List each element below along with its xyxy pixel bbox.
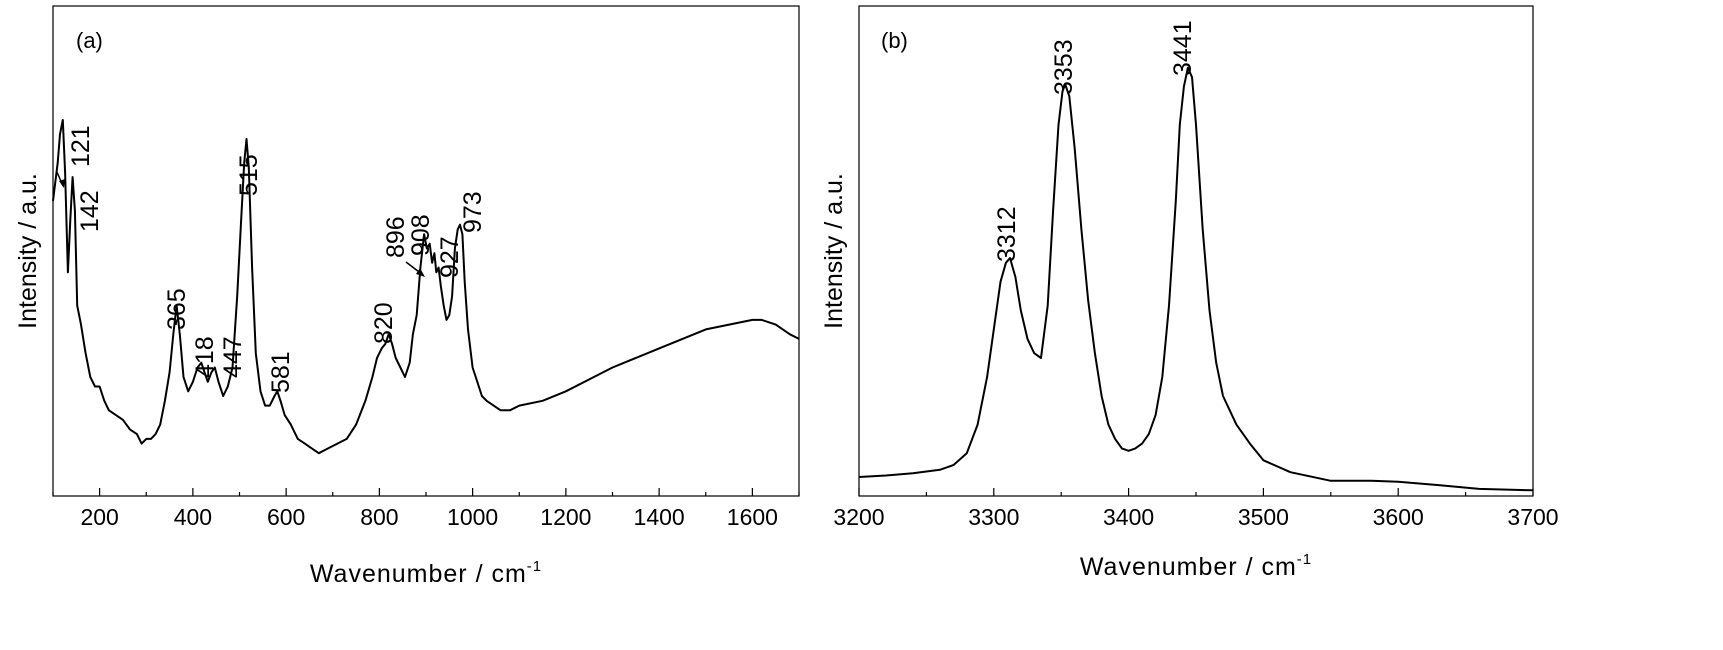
x-tick-label: 1400 — [634, 504, 685, 530]
panel-a-spectrum-line — [52, 119, 800, 455]
panel-a-x-axis-label: Wavenumber / cm-1 — [310, 558, 542, 588]
x-tick-label: 400 — [174, 504, 212, 530]
peak-label-973: 973 — [459, 191, 487, 233]
peak-label-581: 581 — [267, 351, 295, 393]
panel-b-x-axis-label-sup: -1 — [1297, 551, 1312, 568]
arrow-896-head — [416, 268, 425, 277]
peak-label-3353: 3353 — [1050, 39, 1078, 95]
panel-b-spectrum-line — [858, 66, 1534, 492]
panel-b-label: (b) — [881, 28, 908, 53]
x-tick-label: 3500 — [1238, 504, 1289, 530]
x-tick-label: 3600 — [1373, 504, 1424, 530]
x-tick-label: 800 — [360, 504, 398, 530]
x-tick-label: 200 — [80, 504, 118, 530]
x-tick-label: 3400 — [1103, 504, 1154, 530]
peak-label-447: 447 — [219, 336, 247, 378]
peak-label-515: 515 — [235, 154, 263, 196]
x-tick-label: 1600 — [727, 504, 778, 530]
peak-label-908: 908 — [407, 214, 435, 256]
peak-label-365: 365 — [163, 288, 191, 330]
peak-label-3312: 3312 — [993, 206, 1021, 262]
panel-b-y-axis-label: Intensity / a.u. — [820, 173, 848, 329]
panel-a-x-axis — [52, 488, 800, 496]
x-tick-label: 1000 — [447, 504, 498, 530]
panel-a-x-tick-labels: 200 400 600 800 1000 1200 1400 1600 — [80, 504, 778, 530]
peak-label-121: 121 — [67, 125, 95, 167]
panel-a-x-axis-label-text: Wavenumber / cm — [310, 560, 527, 588]
panel-a-label: (a) — [76, 28, 103, 53]
x-tick-label: 3700 — [1507, 504, 1558, 530]
peak-label-820: 820 — [370, 302, 398, 344]
x-tick-label: 3300 — [968, 504, 1019, 530]
panel-a-x-axis-label-sup: -1 — [527, 558, 542, 575]
panel-a: (a) 200 400 600 800 1000 1200 1400 1600 Intensi… — [14, 5, 800, 588]
panel-b-x-axis-label-text: Wavenumber / cm — [1080, 553, 1297, 581]
peak-label-896: 896 — [382, 216, 410, 258]
peak-label-142: 142 — [76, 190, 104, 232]
panel-b: (b) 3200 3300 3400 3500 3600 3700 Intensity /… — [820, 5, 1559, 581]
peak-label-418: 418 — [191, 336, 219, 378]
x-tick-label: 1200 — [540, 504, 591, 530]
panel-b-x-axis-label: Wavenumber / cm-1 — [1080, 551, 1312, 581]
panel-b-x-tick-labels: 3200 3300 3400 3500 3600 3700 — [833, 504, 1558, 530]
peak-label-927: 927 — [436, 236, 464, 278]
x-tick-label: 3200 — [833, 504, 884, 530]
arrow-121-head — [59, 179, 65, 188]
panel-a-y-axis-label: Intensity / a.u. — [14, 173, 42, 329]
x-tick-label: 600 — [267, 504, 305, 530]
peak-label-3441: 3441 — [1169, 20, 1197, 76]
